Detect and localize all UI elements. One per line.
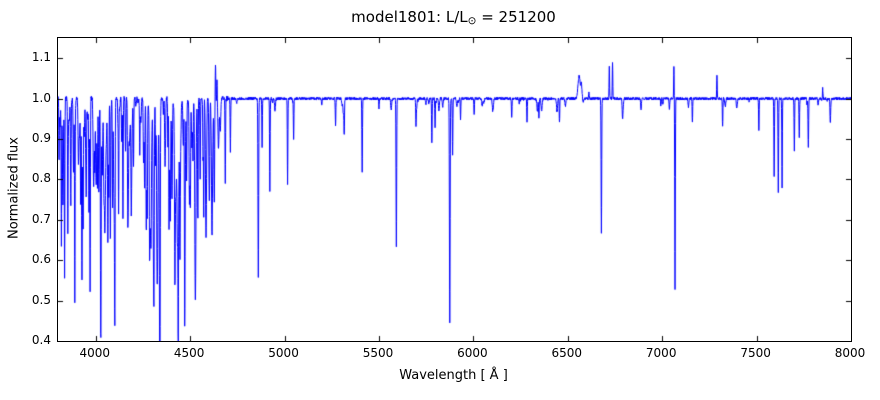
- y-tick-label: 0.5: [31, 292, 51, 307]
- y-tick-label: 0.7: [31, 211, 51, 226]
- y-tick-label: 1.0: [31, 90, 51, 105]
- spectrum-canvas: [58, 38, 851, 341]
- y-tick-label: 0.6: [31, 252, 51, 267]
- x-tick-label: 4500: [173, 346, 205, 360]
- chart-title-suffix: = 251200: [476, 8, 556, 26]
- x-axis-label: Wavelength [ Å ]: [399, 368, 508, 383]
- y-axis-label: Normalized flux: [6, 137, 22, 239]
- y-tick-label: 0.4: [31, 333, 51, 347]
- x-tick-label: 5500: [362, 346, 394, 360]
- x-tick-label: 5000: [268, 346, 299, 360]
- x-tick-label: 7000: [645, 346, 677, 360]
- y-tick-label: 0.9: [31, 131, 51, 145]
- x-tick-label: 4000: [79, 346, 111, 360]
- x-tick-label: 6500: [551, 346, 583, 360]
- y-tick-label: 1.1: [31, 50, 51, 65]
- chart-title: model1801: L/L⊙ = 251200: [57, 8, 850, 27]
- x-tick-label: 6000: [457, 346, 488, 360]
- sun-symbol: ⊙: [467, 15, 477, 28]
- plot-area: [57, 37, 852, 342]
- x-tick-label: 7500: [740, 346, 771, 360]
- chart-title-prefix: model1801: L/L: [351, 8, 468, 26]
- x-tick-label: 8000: [834, 346, 866, 360]
- y-tick-label: 0.8: [31, 171, 51, 186]
